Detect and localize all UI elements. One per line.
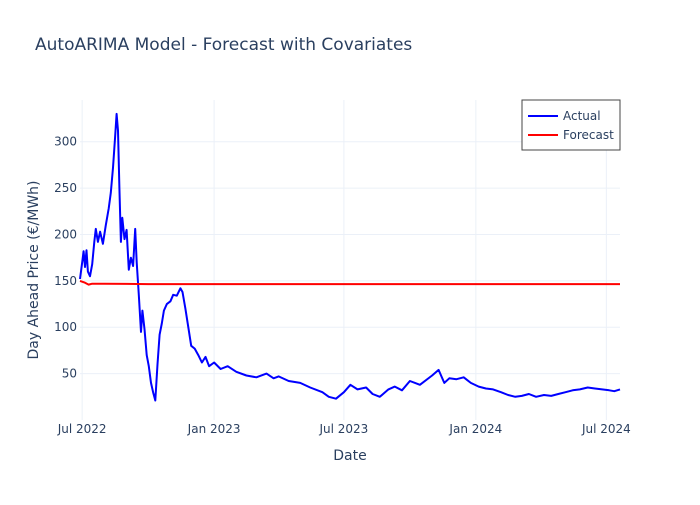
- legend-label-actual: Actual: [563, 109, 601, 123]
- y-tick-label: 300: [54, 135, 77, 149]
- x-axis-ticks: Jul 2022 Jan 2023 Jul 2023 Jan 2024 Jul 2024: [57, 422, 631, 436]
- x-tick-label: Jan 2023: [187, 422, 241, 436]
- y-tick-label: 150: [54, 274, 77, 288]
- y-tick-label: 50: [62, 367, 77, 381]
- series-lines: [79, 112, 621, 402]
- x-tick-label: Jan 2024: [448, 422, 502, 436]
- series-line-actual: [79, 112, 621, 402]
- y-tick-label: 100: [54, 320, 77, 334]
- x-tick-label: Jul 2023: [318, 422, 368, 436]
- y-tick-label: 200: [54, 227, 77, 241]
- legend-label-forecast: Forecast: [563, 128, 614, 142]
- legend: Actual Forecast: [521, 99, 621, 151]
- legend-box: [521, 99, 621, 151]
- x-tick-label: Jul 2024: [581, 422, 631, 436]
- series-line-forecast: [79, 279, 620, 286]
- x-axis-title: Date: [333, 448, 366, 464]
- x-tick-label: Jul 2022: [57, 422, 107, 436]
- grid-lines: [80, 100, 620, 420]
- y-tick-label: 250: [54, 181, 77, 195]
- chart-title: AutoARIMA Model - Forecast with Covariat…: [35, 35, 412, 55]
- y-axis-ticks: 50 100 150 200 250 300: [54, 135, 77, 381]
- y-axis-title: Day Ahead Price (€/MWh): [26, 180, 42, 359]
